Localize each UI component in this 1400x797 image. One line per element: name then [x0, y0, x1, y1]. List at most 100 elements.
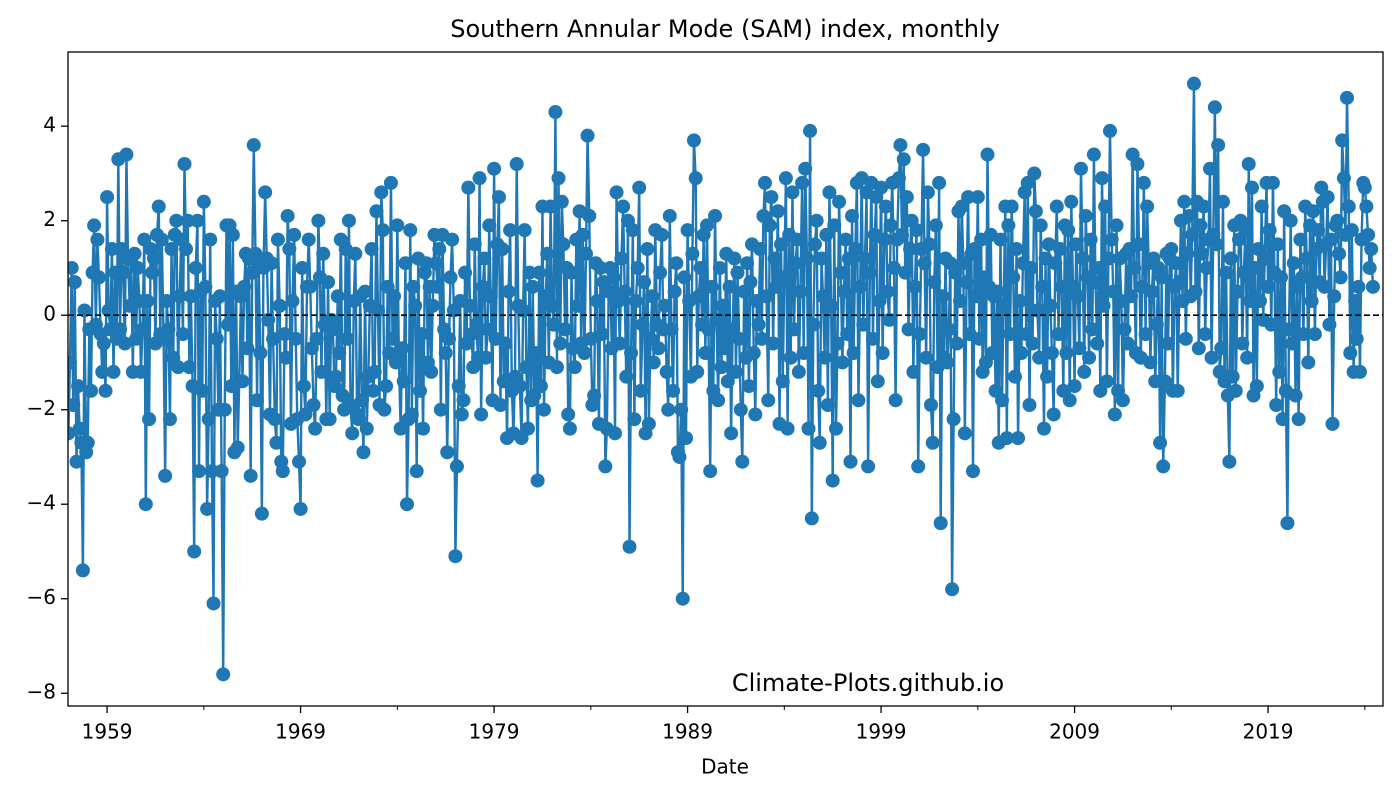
data-point [828, 421, 843, 436]
data-point [1007, 369, 1022, 384]
data-point [798, 161, 813, 176]
chart-title: Southern Annular Mode (SAM) index, month… [450, 15, 1000, 43]
data-point [71, 379, 86, 394]
data-point [674, 402, 689, 417]
data-point [1048, 256, 1063, 271]
data-point [724, 426, 739, 441]
data-point [733, 402, 748, 417]
data-point [203, 232, 218, 247]
data-point [764, 190, 779, 205]
data-point [801, 421, 816, 436]
data-point [679, 431, 694, 446]
data-point [732, 331, 747, 346]
data-point [838, 232, 853, 247]
series-line [68, 82, 1375, 676]
data-point [100, 190, 115, 205]
x-tick-label: 1969 [275, 720, 326, 744]
data-point [1157, 374, 1172, 389]
data-point [790, 232, 805, 247]
data-point [1003, 327, 1018, 342]
data-point [454, 407, 469, 422]
data-point [545, 298, 560, 313]
data-point [562, 421, 577, 436]
data-point [430, 279, 445, 294]
data-point [1280, 516, 1295, 531]
data-point [1317, 279, 1332, 294]
data-point [266, 331, 281, 346]
data-point [408, 298, 423, 313]
data-point [1330, 213, 1345, 228]
data-point [519, 360, 534, 375]
data-point [68, 355, 77, 370]
data-point [246, 138, 261, 153]
data-point [1248, 260, 1263, 275]
data-point [762, 218, 777, 233]
data-point [104, 242, 119, 257]
data-point [941, 322, 956, 337]
data-point [364, 242, 379, 257]
data-point [1104, 232, 1119, 247]
data-point [770, 204, 785, 219]
data-point [809, 213, 824, 228]
data-point [206, 596, 221, 611]
data-point [1132, 237, 1147, 252]
data-point [1306, 204, 1321, 219]
data-point [461, 180, 476, 195]
data-point [335, 388, 350, 403]
data-point [275, 464, 290, 479]
data-point [969, 289, 984, 304]
data-point [830, 336, 845, 351]
data-point [295, 260, 310, 275]
data-point [127, 246, 142, 261]
data-point [182, 360, 197, 375]
data-point [862, 265, 877, 280]
data-point [458, 265, 473, 280]
data-point [1225, 369, 1240, 384]
data-point [970, 190, 985, 205]
data-point [861, 459, 876, 474]
data-point [1041, 237, 1056, 252]
data-point [1062, 393, 1077, 408]
data-point [395, 341, 410, 356]
data-point [172, 289, 187, 304]
data-point [1107, 407, 1122, 422]
data-point [96, 336, 111, 351]
data-point [1006, 270, 1021, 285]
data-point [369, 204, 384, 219]
data-point [903, 242, 918, 257]
data-point [748, 407, 763, 422]
data-point [767, 251, 782, 266]
data-point [1054, 279, 1069, 294]
data-point [1083, 232, 1098, 247]
data-point [301, 232, 316, 247]
data-point [624, 346, 639, 361]
data-point [303, 279, 318, 294]
data-point [272, 298, 287, 313]
data-point [316, 246, 331, 261]
data-point [909, 223, 924, 238]
data-point [548, 105, 563, 120]
data-point [106, 364, 121, 379]
data-point [1161, 336, 1176, 351]
data-point [688, 171, 703, 186]
data-point [443, 270, 458, 285]
data-point [743, 275, 758, 290]
data-point [68, 260, 79, 275]
data-point [940, 355, 955, 370]
data-point [561, 407, 576, 422]
data-point [827, 218, 842, 233]
data-point [341, 213, 356, 228]
data-point [1182, 208, 1197, 223]
data-point [856, 317, 871, 332]
data-point [727, 251, 742, 266]
data-point [1012, 294, 1027, 309]
data-point [578, 246, 593, 261]
data-point [720, 374, 735, 389]
data-point [1046, 407, 1061, 422]
data-point [522, 265, 537, 280]
data-point [616, 199, 631, 214]
data-point [438, 346, 453, 361]
data-point [1274, 270, 1289, 285]
data-point [786, 322, 801, 337]
data-point [196, 194, 211, 209]
